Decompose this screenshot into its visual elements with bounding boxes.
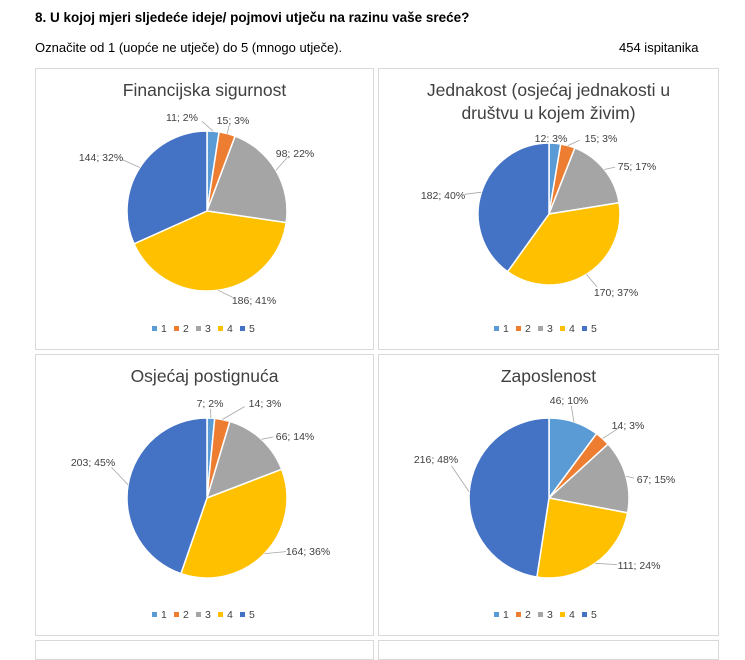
legend-swatch-3 [538, 326, 543, 331]
legend-swatch-2 [516, 326, 521, 331]
legend-swatch-2 [516, 612, 521, 617]
pie-svg: 11; 2% 15; 3% 98; 22% 186; 41% 144; 32% 1 2 3 4 5 [36, 69, 375, 351]
leader-line [122, 160, 140, 168]
data-label: 11; 2% [166, 112, 198, 124]
data-label: 98; 22% [276, 148, 315, 160]
legend-label: 2 [183, 609, 189, 621]
data-label: 170; 37% [594, 287, 638, 299]
legend-swatch-5 [582, 326, 587, 331]
data-label: 7; 2% [197, 398, 224, 410]
legend-swatch-2 [174, 612, 179, 617]
legend-label: 1 [161, 609, 167, 621]
leader-line [452, 466, 470, 492]
legend-label: 1 [503, 609, 509, 621]
legend-swatch-1 [494, 326, 499, 331]
legend-swatch-1 [152, 326, 157, 331]
leader-line [112, 467, 129, 484]
legend-label: 5 [591, 323, 597, 335]
legend-label: 1 [503, 323, 509, 335]
leader-line [222, 407, 244, 420]
chart-financial-security: Financijska sigurnost 11; 2%15; 3%98; 22… [35, 68, 374, 350]
legend-label: 3 [205, 609, 211, 621]
legend-label: 4 [227, 609, 233, 621]
data-label: 75; 17% [618, 161, 657, 173]
legend-swatch-1 [494, 612, 499, 617]
chart-sense-of-achievement: Osjećaj postignuća 7; 2%14; 3%66; 14%164… [35, 354, 374, 636]
legend-swatch-1 [152, 612, 157, 617]
legend-label: 2 [525, 609, 531, 621]
legend-label: 3 [205, 323, 211, 335]
leader-line [571, 406, 574, 422]
data-label: 216; 48% [414, 454, 458, 466]
data-label: 66; 14% [276, 431, 315, 443]
legend-swatch-2 [174, 326, 179, 331]
leader-line [604, 167, 615, 169]
data-label: 186; 41% [232, 295, 276, 307]
data-label: 144; 32% [79, 152, 123, 164]
chart-panel-partial-left [35, 640, 374, 660]
legend-swatch-5 [582, 612, 587, 617]
legend-label: 4 [227, 323, 233, 335]
leader-line [218, 290, 233, 297]
instruction-text: Označite od 1 (uopće ne utječe) do 5 (mn… [35, 40, 342, 55]
legend-label: 5 [249, 323, 255, 335]
legend-label: 3 [547, 323, 553, 335]
legend-swatch-4 [560, 612, 565, 617]
legend-swatch-4 [218, 612, 223, 617]
data-label: 111; 24% [618, 560, 661, 572]
leader-line [626, 476, 634, 478]
legend-label: 4 [569, 323, 575, 335]
leader-line [568, 140, 580, 145]
respondent-count: 454 ispitanika [619, 40, 699, 55]
data-label: 203; 45% [71, 457, 115, 469]
data-label: 46; 10% [550, 395, 589, 407]
legend-label: 2 [183, 323, 189, 335]
legend-label: 4 [569, 609, 575, 621]
pie-slice-4 [537, 498, 628, 578]
legend-swatch-5 [240, 612, 245, 617]
legend-label: 5 [249, 609, 255, 621]
legend-swatch-3 [196, 612, 201, 617]
legend-swatch-4 [560, 326, 565, 331]
leader-line [586, 274, 597, 287]
legend-label: 2 [525, 323, 531, 335]
legend-swatch-3 [196, 326, 201, 331]
legend-label: 1 [161, 323, 167, 335]
chart-employment: Zaposlenost 46; 10%14; 3%67; 15%111; 24%… [378, 354, 719, 636]
legend-swatch-3 [538, 612, 543, 617]
leader-line [261, 437, 273, 439]
legend-label: 3 [547, 609, 553, 621]
legend-label: 5 [591, 609, 597, 621]
chart-equality: Jednakost (osjećaj jednakosti u društvu … [378, 68, 719, 350]
pie-svg: 46; 10% 14; 3% 67; 15% 111; 24% 216; 48% 1 2 3 4… [379, 355, 720, 637]
data-label: 164; 36% [286, 546, 330, 558]
leader-line [265, 552, 287, 554]
pie-svg: 7; 2% 14; 3% 66; 14% 164; 36% 203; 45% 1 2 3 4 5 [36, 355, 375, 637]
chart-panel-partial-right [378, 640, 719, 660]
pie-slice-5 [469, 418, 549, 577]
question-heading: 8. U kojoj mjeri sljedeće ideje/ pojmovi… [35, 10, 469, 25]
data-label: 15; 3% [217, 115, 250, 127]
data-label: 182; 40% [421, 190, 465, 202]
leader-line [595, 563, 617, 564]
leader-line [202, 121, 213, 131]
data-label: 14; 3% [249, 398, 282, 410]
legend-swatch-4 [218, 326, 223, 331]
legend-swatch-5 [240, 326, 245, 331]
leader-line [465, 192, 482, 194]
data-label: 15; 3% [585, 133, 618, 145]
data-label: 67; 15% [637, 474, 676, 486]
data-label: 14; 3% [612, 420, 645, 432]
